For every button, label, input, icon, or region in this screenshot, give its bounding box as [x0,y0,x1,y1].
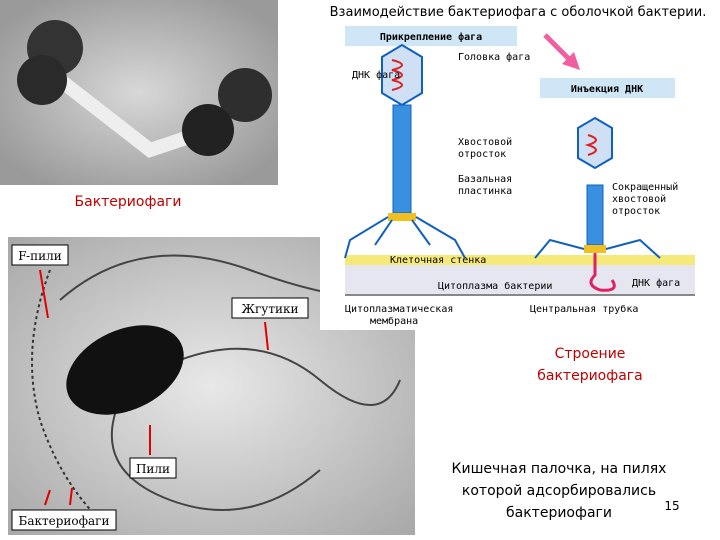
ecoli-caption: Кишечная палочка, на пилях [452,461,667,477]
stage-label: Прикрепление фага [380,31,482,43]
part-label: мембрана [370,315,418,327]
part-label: отросток [612,206,660,217]
photo-label: Пили [136,462,170,476]
part-label: Клеточная стенка [390,255,486,266]
page-number: 15 [664,499,679,513]
part-label: Сокращенный [612,181,678,193]
structure-caption: бактериофага [537,368,642,384]
phage-photo [0,0,278,185]
diagram-title: Взаимодействие бактериофага с оболочкой … [330,5,707,20]
photo-caption: Бактериофаги [75,194,182,210]
part-label: Цитоплазма бактерии [438,280,552,292]
ecoli-caption: которой адсорбировались [462,483,656,499]
stage-label: Инъекция ДНК [571,84,643,95]
part-label: ДНК фага [352,69,400,81]
part-label: хвостовой [612,193,666,205]
photo-label: Жгутики [242,302,299,316]
structure-caption: Строение [555,346,626,362]
part-label: отросток [458,149,506,160]
photo-label: Бактериофаги [19,514,110,528]
part-label: Базальная [458,174,512,185]
part-label: Цитоплазматическая [345,304,453,315]
part-label: Головка фага [458,51,530,63]
part-label: пластинка [458,186,512,197]
ecoli-caption: бактериофаги [506,505,612,521]
part-label: Хвостовой [458,136,512,148]
photo-label: F-пили [18,249,61,263]
part-label: Центральная трубка [530,303,638,315]
part-label: ДНК фага [632,277,680,289]
phage-diagram [320,0,720,330]
